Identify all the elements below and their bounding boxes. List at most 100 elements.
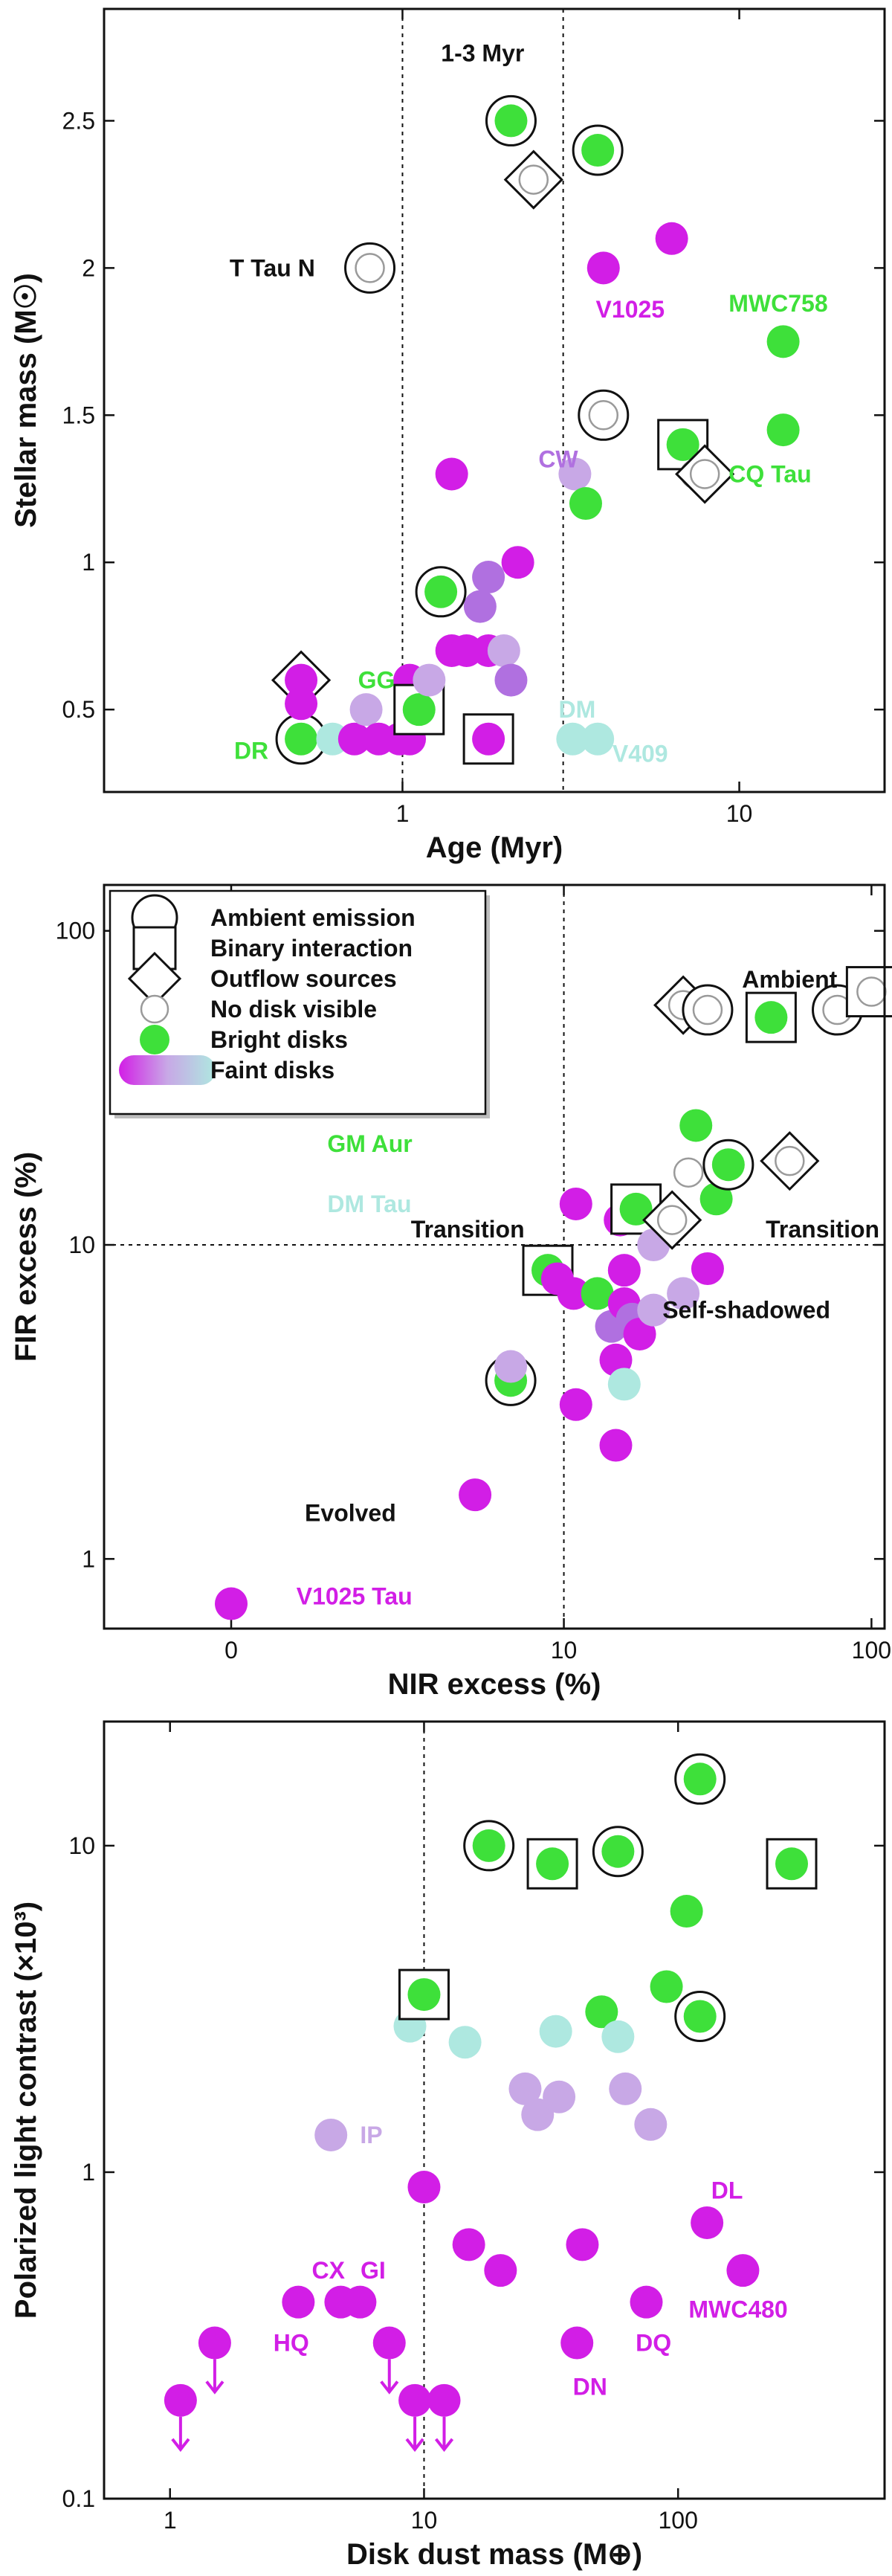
chart0-point-10-dot	[402, 693, 436, 727]
chart2-point-23	[585, 1995, 618, 2029]
legend-label-0: Ambient emission	[210, 904, 416, 931]
chart1-point-25	[679, 1109, 713, 1142]
chart2-point-25	[601, 2020, 635, 2053]
legend-item-5: Faint disks	[119, 1055, 334, 1085]
chart2-point-13-dot	[452, 2228, 485, 2261]
chart0-point-10	[393, 683, 445, 735]
chart2-point-26-dot	[609, 2072, 642, 2105]
chart0-point-30-nodisk	[588, 400, 619, 431]
chart2-annotation-5: MWC480	[688, 2296, 787, 2322]
chart-1: 0 10 100 1 10 100 Ambient Transition Transition S…	[10, 883, 892, 1701]
chart0-point-27	[569, 487, 602, 521]
chart2-point-16	[508, 2072, 542, 2105]
chart0-point-2	[285, 687, 318, 721]
chart2-point-0-dot	[164, 2383, 197, 2417]
chart2-point-11-dot	[427, 2383, 461, 2417]
chart1-point-14-dot	[607, 1254, 641, 1287]
legend-item-4: Bright disks	[140, 1025, 348, 1054]
chart2-ylabel: Polarized light contrast (×10³)	[10, 1902, 42, 2319]
chart0-point-17-dot	[472, 722, 505, 756]
chart2-point-6-dot	[372, 2326, 406, 2360]
chart2-point-8	[398, 2383, 432, 2453]
chart0-point-35	[675, 444, 735, 504]
chart1-point-9-dot	[581, 1277, 614, 1310]
chart2-xtick-label-2: 100	[659, 2507, 698, 2534]
chart0-point-22	[501, 546, 534, 579]
chart1-point-23-dot	[667, 1277, 700, 1310]
chart1-point-24	[673, 1157, 704, 1188]
chart2-ytick-label-0: 0.1	[62, 2485, 95, 2512]
chart2-point-9	[398, 1968, 450, 2020]
chart0-point-25-dot	[556, 722, 589, 756]
chart1-point-12	[599, 1429, 633, 1462]
chart0-xtick-label-1: 10	[726, 800, 753, 827]
chart2-point-8-dot	[398, 2383, 432, 2417]
chart1-point-1-dot	[459, 1478, 492, 1512]
chart0-point-36-nodisk	[355, 253, 385, 283]
chart1-point-18-dot	[619, 1192, 653, 1226]
chart2-point-30	[670, 1895, 703, 1928]
chart0-point-14-dot	[463, 590, 497, 623]
chart1-point-0	[215, 1587, 248, 1620]
chart0-point-16	[472, 561, 505, 594]
chart1-annotation-7: DM Tau	[327, 1191, 411, 1217]
chart0-point-24	[503, 149, 563, 210]
chart0-xtick-label-0: 1	[396, 800, 410, 827]
chart1-point-25-dot	[679, 1109, 713, 1142]
chart0-point-35-nodisk	[689, 459, 720, 489]
chart0-point-31	[586, 251, 620, 285]
chart2-xtick-label-1: 10	[411, 2507, 438, 2534]
chart2-point-0	[164, 2383, 197, 2453]
chart2-point-1	[198, 2326, 231, 2395]
chart2-point-32-dot	[683, 1762, 717, 1796]
chart2-point-9-dot	[407, 1978, 441, 2012]
chart1-point-16-dot	[607, 1368, 641, 1401]
chart2-point-18-dot	[536, 1847, 569, 1881]
chart2-point-14-dot	[472, 1829, 505, 1862]
chart1-point-22-nodisk	[656, 1205, 688, 1235]
chart1-point-9	[581, 1277, 614, 1310]
chart0-ytick-label-0: 0.5	[62, 696, 95, 723]
chart2-point-35	[766, 1838, 818, 1890]
chart0-point-14	[463, 590, 497, 623]
chart2-point-28	[634, 2108, 668, 2141]
chart2-point-33-dot	[691, 2206, 724, 2239]
chart1-point-21	[637, 1293, 670, 1327]
chart1-point-26	[691, 1252, 724, 1285]
legend-nodisk-marker	[140, 994, 169, 1024]
chart2-point-20	[543, 2080, 576, 2113]
chart0-point-11	[413, 663, 446, 697]
chart0-annotation-9: V409	[613, 741, 668, 767]
chart0-point-2-dot	[285, 687, 318, 721]
chart0-point-20	[487, 634, 520, 667]
legend-square-marker	[132, 926, 177, 970]
chart1-xtick-label-1: 10	[551, 1637, 578, 1664]
chart0-point-5-dot	[349, 693, 383, 727]
chart2-point-1-arrow-head	[205, 2380, 224, 2395]
chart0-point-16-dot	[472, 561, 505, 594]
chart0-point-11-dot	[413, 663, 446, 697]
chart0-annotation-5: CQ Tau	[728, 460, 811, 487]
chart0-point-23-dot	[494, 104, 528, 138]
chart0-point-0-dot	[285, 722, 318, 756]
chart2-point-35-dot	[775, 1847, 809, 1881]
chart2-point-21	[560, 2326, 594, 2360]
chart2-point-1-dot	[198, 2326, 231, 2360]
legend-label-5: Faint disks	[210, 1057, 334, 1083]
chart0-point-1	[271, 650, 332, 710]
chart2-point-31	[674, 1990, 726, 2042]
chart2-xtick-label-0: 1	[164, 2507, 177, 2534]
chart0-point-37	[766, 325, 800, 358]
chart2-ytick-label-2: 10	[68, 1832, 95, 1859]
chart0-point-26-dot	[558, 457, 592, 491]
chart0-ytick-label-2: 1.5	[62, 402, 95, 428]
chart2-annotation-3: HQ	[274, 2330, 309, 2357]
legend-item-3: No disk visible	[140, 994, 377, 1024]
chart2-point-19	[539, 2015, 572, 2048]
chart0-point-18	[415, 566, 467, 618]
chart0-point-26	[558, 457, 592, 491]
chart1-point-32	[745, 991, 797, 1043]
chart2-point-30-dot	[670, 1895, 703, 1928]
chart0-frame	[103, 7, 886, 793]
